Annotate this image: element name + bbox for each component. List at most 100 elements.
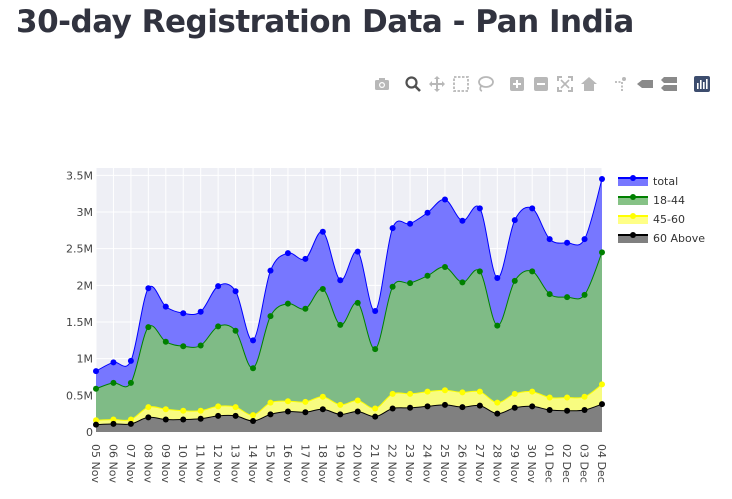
plotly-logo-icon[interactable] [692, 74, 712, 94]
point-total[interactable] [337, 277, 344, 284]
point-18-44[interactable] [127, 379, 134, 386]
point-total[interactable] [197, 308, 204, 315]
point-45-60[interactable] [197, 407, 204, 414]
point-total[interactable] [581, 236, 588, 243]
point-45-60[interactable] [145, 404, 152, 411]
point-18-44[interactable] [232, 327, 239, 334]
point-total[interactable] [145, 285, 152, 292]
point-45-60[interactable] [511, 390, 518, 397]
point-total[interactable] [127, 357, 134, 364]
point-18-44[interactable] [337, 321, 344, 328]
point-60-above[interactable] [215, 412, 222, 419]
hover-closest-icon[interactable] [635, 74, 655, 94]
spike-lines-icon[interactable] [611, 74, 631, 94]
point-45-60[interactable] [250, 412, 257, 419]
point-18-44[interactable] [354, 299, 361, 306]
point-18-44[interactable] [494, 322, 501, 329]
point-total[interactable] [180, 310, 187, 317]
zoom-icon[interactable] [403, 74, 423, 94]
point-total[interactable] [389, 225, 396, 232]
point-45-60[interactable] [476, 388, 483, 395]
box-select-icon[interactable] [451, 74, 471, 94]
point-60-above[interactable] [407, 404, 414, 411]
point-45-60[interactable] [284, 398, 291, 405]
point-45-60[interactable] [354, 397, 361, 404]
point-60-above[interactable] [302, 409, 309, 416]
point-45-60[interactable] [215, 403, 222, 410]
point-60-above[interactable] [546, 407, 553, 413]
legend-item-45-60[interactable]: 45-60 [618, 213, 685, 226]
point-18-44[interactable] [407, 280, 414, 287]
point-60-above[interactable] [564, 407, 571, 414]
pan-icon[interactable] [427, 74, 447, 94]
point-total[interactable] [319, 228, 326, 235]
point-60-above[interactable] [441, 401, 448, 408]
point-45-60[interactable] [441, 387, 448, 394]
point-18-44[interactable] [267, 313, 274, 320]
legend-item-total[interactable]: total [618, 175, 678, 188]
point-60-above[interactable] [319, 406, 326, 413]
point-18-44[interactable] [319, 286, 326, 292]
point-60-above[interactable] [511, 404, 518, 411]
point-45-60[interactable] [407, 390, 414, 397]
point-45-60[interactable] [529, 388, 536, 395]
camera-icon[interactable] [372, 74, 392, 94]
point-60-above[interactable] [127, 420, 134, 427]
point-60-above[interactable] [337, 411, 344, 418]
point-45-60[interactable] [337, 401, 344, 408]
point-18-44[interactable] [546, 291, 553, 298]
point-60-above[interactable] [162, 416, 169, 423]
point-45-60[interactable] [599, 381, 605, 388]
point-18-44[interactable] [110, 379, 117, 386]
point-total[interactable] [284, 250, 291, 257]
point-60-above[interactable] [93, 421, 99, 428]
point-total[interactable] [162, 303, 169, 310]
point-total[interactable] [494, 275, 501, 281]
point-45-60[interactable] [93, 417, 99, 424]
point-60-above[interactable] [459, 404, 466, 411]
point-45-60[interactable] [302, 398, 309, 405]
point-18-44[interactable] [145, 324, 152, 331]
point-18-44[interactable] [93, 385, 99, 392]
point-60-above[interactable] [372, 413, 379, 420]
point-18-44[interactable] [389, 283, 396, 290]
point-18-44[interactable] [302, 305, 309, 312]
point-45-60[interactable] [424, 388, 431, 395]
point-total[interactable] [215, 283, 222, 290]
point-total[interactable] [476, 205, 483, 212]
point-18-44[interactable] [250, 365, 257, 372]
point-total[interactable] [459, 217, 466, 224]
point-60-above[interactable] [476, 402, 483, 409]
point-18-44[interactable] [564, 294, 571, 301]
legend-item-60-above[interactable]: 60 Above [618, 232, 705, 245]
point-45-60[interactable] [162, 406, 169, 413]
point-total[interactable] [511, 217, 518, 224]
point-60-above[interactable] [180, 416, 187, 423]
point-18-44[interactable] [581, 291, 588, 298]
point-45-60[interactable] [232, 404, 239, 411]
reset-axes-icon[interactable] [579, 74, 599, 94]
point-18-44[interactable] [476, 268, 483, 275]
point-total[interactable] [354, 248, 361, 255]
point-45-60[interactable] [546, 394, 553, 401]
point-total[interactable] [424, 209, 431, 216]
hover-compare-icon[interactable] [659, 74, 679, 94]
point-total[interactable] [441, 196, 448, 203]
point-18-44[interactable] [459, 279, 466, 286]
point-60-above[interactable] [110, 420, 117, 427]
point-60-above[interactable] [424, 403, 431, 410]
point-total[interactable] [250, 337, 257, 344]
point-45-60[interactable] [581, 393, 588, 400]
point-60-above[interactable] [284, 408, 291, 415]
point-total[interactable] [110, 359, 117, 366]
point-60-above[interactable] [581, 407, 588, 413]
point-18-44[interactable] [599, 249, 605, 256]
legend-item-18-44[interactable]: 18-44 [618, 194, 685, 207]
point-60-above[interactable] [232, 412, 239, 419]
point-45-60[interactable] [372, 405, 379, 412]
point-total[interactable] [232, 288, 239, 295]
point-60-above[interactable] [529, 403, 536, 410]
point-total[interactable] [599, 176, 605, 182]
point-60-above[interactable] [599, 401, 605, 408]
point-45-60[interactable] [564, 394, 571, 401]
